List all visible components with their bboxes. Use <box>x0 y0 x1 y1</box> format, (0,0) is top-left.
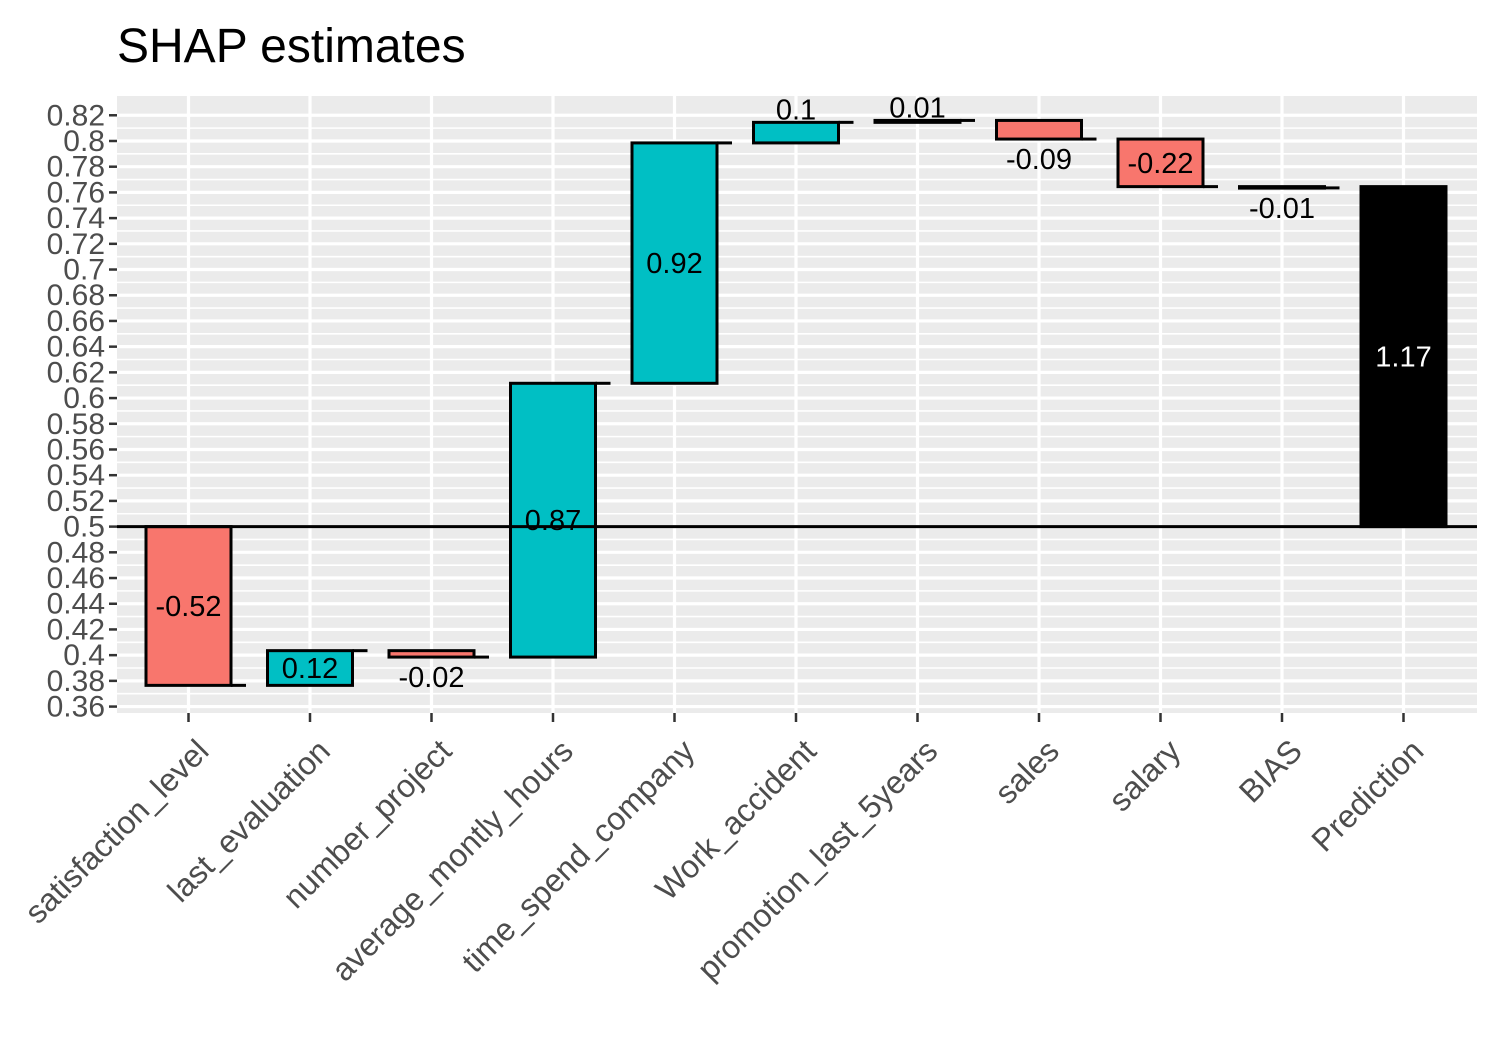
bar-promotion_last_5years <box>873 118 962 124</box>
x-tick-label: salary <box>1102 732 1188 818</box>
y-tick-label: 0.58 <box>47 408 105 441</box>
y-tick-label: 0.38 <box>47 665 105 698</box>
y-tick-label: 0.68 <box>47 279 105 312</box>
bars <box>144 118 1448 687</box>
y-tick-label: 0.56 <box>47 433 105 466</box>
data-label: -0.09 <box>1006 144 1072 176</box>
y-tick-label: 0.8 <box>63 125 105 158</box>
x-axis: satisfaction_levellast_evaluationnumber_… <box>18 713 1430 988</box>
bar-Work_accident <box>752 120 840 145</box>
x-tick-label: BIAS <box>1232 732 1309 809</box>
bar-BIAS <box>1238 185 1326 190</box>
y-tick-label: 0.6 <box>63 382 105 415</box>
data-label: -0.01 <box>1249 193 1315 225</box>
connector-lines <box>231 118 1340 687</box>
bar-last_evaluation <box>266 649 354 687</box>
data-label: 0.92 <box>646 248 702 280</box>
y-tick-label: 0.82 <box>47 99 105 132</box>
data-label: 0.87 <box>525 505 581 537</box>
y-tick-label: 0.62 <box>47 356 105 389</box>
bar-number_project <box>387 649 476 659</box>
y-tick-label: 0.66 <box>47 305 105 338</box>
chart-title: SHAP estimates <box>117 20 466 73</box>
data-label: 0.01 <box>889 92 945 124</box>
y-tick-label: 0.36 <box>47 691 105 724</box>
y-tick-label: 0.78 <box>47 151 105 184</box>
x-tick-label: average_montly_hours <box>324 732 580 988</box>
bar-average_montly_hours <box>509 381 597 659</box>
y-tick-label: 0.7 <box>63 254 105 287</box>
data-label: -0.22 <box>1127 148 1193 180</box>
y-tick-label: 0.46 <box>47 562 105 595</box>
bar-satisfaction_level <box>144 525 233 687</box>
y-tick-label: 0.48 <box>47 536 105 569</box>
bar-Prediction <box>1359 185 1448 529</box>
y-tick-label: 0.64 <box>47 331 105 364</box>
bar-time_spend_company <box>630 141 719 385</box>
data-label: 0.1 <box>776 94 816 126</box>
bar-salary <box>1116 137 1205 189</box>
x-tick-label: time_spend_company <box>455 732 702 979</box>
data-label: 0.12 <box>282 653 338 685</box>
data-label: -0.02 <box>398 662 464 694</box>
x-tick-label: Prediction <box>1304 732 1430 858</box>
y-tick-label: 0.4 <box>63 639 105 672</box>
y-tick-label: 0.54 <box>47 459 105 492</box>
y-tick-label: 0.5 <box>63 511 105 544</box>
x-tick-label: promotion_last_5years <box>690 732 944 986</box>
y-tick-label: 0.74 <box>47 202 105 235</box>
y-tick-label: 0.76 <box>47 176 105 209</box>
data-label: -0.52 <box>155 591 221 623</box>
y-tick-label: 0.42 <box>47 613 105 646</box>
y-tick-label: 0.52 <box>47 485 105 518</box>
y-tick-label: 0.44 <box>47 588 105 621</box>
y-axis: 0.360.380.40.420.440.460.480.50.520.540.… <box>47 99 117 724</box>
data-label: 1.17 <box>1375 342 1431 374</box>
y-tick-label: 0.72 <box>47 228 105 261</box>
data-labels: -0.52 0.12 -0.02 0.87 0.92 0.1 0.01 -0.09 -0.22 -… <box>155 92 1431 694</box>
x-tick-label: sales <box>988 732 1066 810</box>
bar-sales <box>995 118 1083 141</box>
